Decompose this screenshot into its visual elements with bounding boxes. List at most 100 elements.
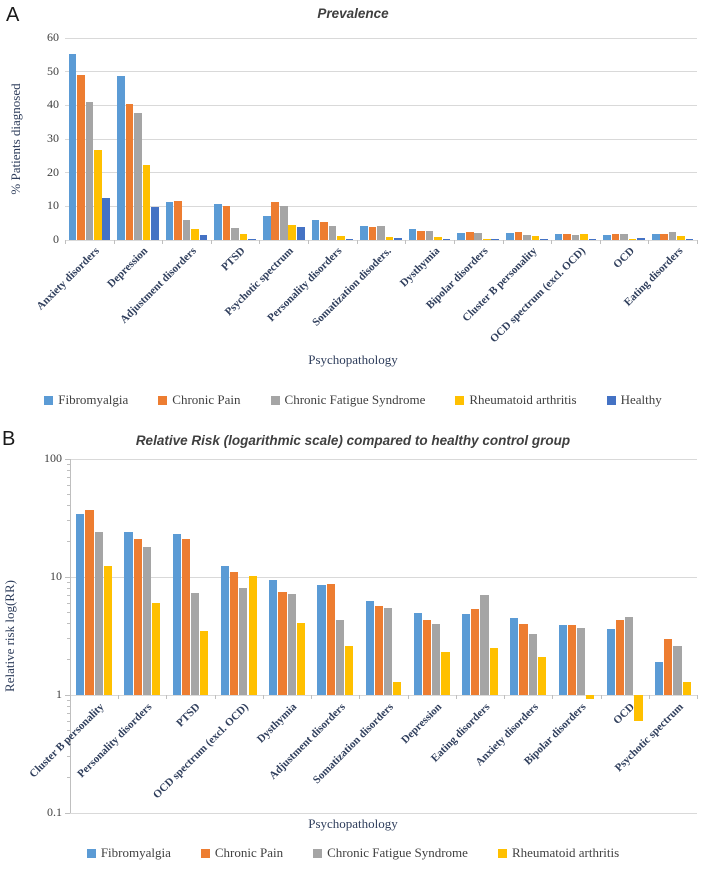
legend-item: Fibromyalgia <box>86 845 171 861</box>
x-axis-tick <box>214 695 216 699</box>
legend-item: Chronic Pain <box>158 392 241 408</box>
bar <box>326 584 335 695</box>
y-axis-major-tick <box>65 694 70 696</box>
legend-swatch <box>86 848 96 858</box>
bar <box>222 205 231 240</box>
y-axis-minor-tick <box>67 730 70 732</box>
bar <box>611 233 620 240</box>
legend-item: Rheumatoid arthritis <box>497 845 620 861</box>
legend-label: Healthy <box>620 392 662 407</box>
legend-label: Rheumatoid arthritis <box>511 845 620 860</box>
bar <box>288 224 297 240</box>
gridline <box>70 812 697 814</box>
x-axis-tick <box>453 240 455 244</box>
bar <box>664 638 673 695</box>
bar <box>239 588 248 695</box>
bar <box>374 605 383 695</box>
bar <box>271 201 280 240</box>
bar <box>85 101 94 240</box>
gridline <box>65 239 697 241</box>
x-axis-tick <box>407 695 409 699</box>
bar <box>393 681 402 695</box>
gridline <box>65 138 697 140</box>
bar <box>554 233 563 240</box>
legend-item: Healthy <box>606 392 662 408</box>
panel-b-legend: Fibromyalgia Chronic Pain Chronic Fatigue … <box>0 845 706 861</box>
y-axis-minor-tick <box>67 658 70 660</box>
bar <box>317 585 326 695</box>
bar <box>248 238 256 240</box>
bar <box>531 235 540 240</box>
bar <box>337 235 345 240</box>
bar <box>558 625 567 695</box>
bar <box>576 627 586 695</box>
legend-label: Chronic Fatigue Syndrome <box>327 845 468 860</box>
bar <box>471 608 480 695</box>
x-axis-tick <box>600 695 602 699</box>
bar <box>103 566 112 695</box>
bar <box>278 591 287 695</box>
y-axis-minor-tick <box>67 587 70 589</box>
bar <box>432 623 441 695</box>
bar <box>528 633 537 695</box>
x-axis-tick <box>118 695 120 699</box>
bar <box>287 593 296 695</box>
y-axis-minor-tick <box>67 712 70 714</box>
y-axis-minor-tick <box>67 484 70 486</box>
bar <box>200 630 209 695</box>
panel-b-y-axis-title: Relative risk log(RR) <box>2 580 17 692</box>
y-axis-minor-tick <box>67 520 70 522</box>
legend-item: Fibromyalgia <box>44 392 128 408</box>
bar <box>230 572 239 695</box>
legend-swatch <box>497 848 507 858</box>
y-axis-minor-tick <box>67 699 70 701</box>
bar <box>606 629 615 695</box>
bar <box>682 681 691 695</box>
y-tick-label: 0 <box>53 232 59 246</box>
bar <box>668 232 677 240</box>
gridline <box>70 576 697 578</box>
y-tick-label: 1 <box>56 687 62 701</box>
bar <box>567 625 576 695</box>
y-axis-major-tick <box>65 458 70 460</box>
bar <box>474 232 483 240</box>
y-axis-minor-tick <box>67 776 70 778</box>
bar <box>248 575 257 695</box>
y-axis-minor-tick <box>67 469 70 471</box>
x-axis-tick <box>405 240 407 244</box>
bar <box>523 234 531 240</box>
gridline <box>65 71 697 73</box>
bar <box>117 76 125 240</box>
y-axis-minor-tick <box>67 612 70 614</box>
legend-item: Chronic Fatigue Syndrome <box>270 392 426 408</box>
bar <box>423 620 432 695</box>
bar <box>603 234 611 240</box>
bar <box>465 232 474 240</box>
bar <box>491 239 499 240</box>
x-axis-tick <box>502 240 504 244</box>
y-axis-line <box>70 459 71 813</box>
bar <box>296 622 305 695</box>
bar <box>563 233 571 240</box>
legend-label: Chronic Pain <box>214 845 284 860</box>
bar <box>239 233 248 240</box>
legend-swatch <box>270 395 280 405</box>
x-axis-tick <box>552 695 554 699</box>
bar <box>182 220 191 240</box>
x-axis-tick <box>697 695 698 699</box>
panel-a-title: Prevalence <box>317 6 389 21</box>
bar <box>580 233 588 240</box>
x-axis-tick <box>308 240 310 244</box>
bar <box>263 216 271 240</box>
x-axis-tick <box>65 240 66 244</box>
panel-a-legend: Fibromyalgia Chronic Pain Chronic Fatigue … <box>0 392 706 408</box>
y-axis-minor-tick <box>67 720 70 722</box>
bar <box>220 565 230 695</box>
bar <box>417 230 425 240</box>
legend-label: Chronic Fatigue Syndrome <box>284 392 426 407</box>
panel-b-x-axis-title: Psychopathology <box>308 816 398 831</box>
y-axis-minor-tick <box>67 594 70 596</box>
x-axis-tick <box>162 240 164 244</box>
bar <box>311 220 320 240</box>
bar <box>172 534 181 695</box>
